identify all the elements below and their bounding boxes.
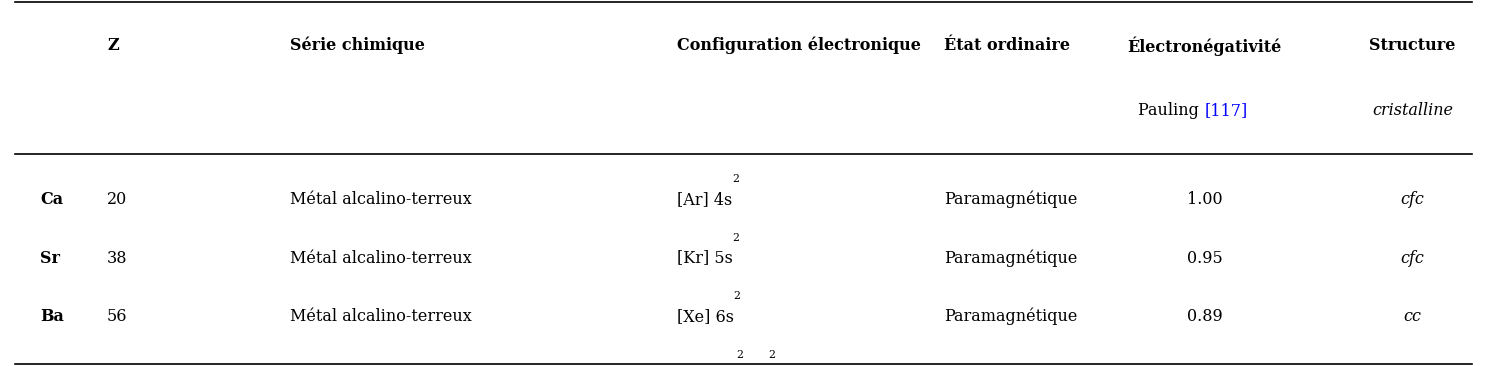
Text: 2: 2 xyxy=(769,350,776,360)
Text: 0.95: 0.95 xyxy=(1187,250,1222,266)
Text: Paramagnétique: Paramagnétique xyxy=(944,191,1078,208)
Text: Structure: Structure xyxy=(1370,37,1456,53)
Text: 2: 2 xyxy=(732,174,739,184)
Text: Métal alcalino-terreux: Métal alcalino-terreux xyxy=(290,191,471,208)
Text: 20: 20 xyxy=(107,191,128,208)
Text: cfc: cfc xyxy=(1401,250,1425,266)
Text: 2: 2 xyxy=(733,233,739,243)
Text: État ordinaire: État ordinaire xyxy=(944,37,1071,53)
Text: 2: 2 xyxy=(732,174,739,184)
Text: Métal alcalino-terreux: Métal alcalino-terreux xyxy=(290,250,471,266)
Text: 0.89: 0.89 xyxy=(1187,308,1222,325)
Text: Configuration électronique: Configuration électronique xyxy=(677,37,920,54)
Text: Sr: Sr xyxy=(40,250,59,266)
Text: 38: 38 xyxy=(107,250,128,266)
Text: cc: cc xyxy=(1404,308,1422,325)
Text: [117]: [117] xyxy=(1204,102,1248,119)
Text: [Ar] 4s: [Ar] 4s xyxy=(677,191,732,208)
Text: 1.00: 1.00 xyxy=(1187,191,1222,208)
Text: 2: 2 xyxy=(733,291,741,302)
Text: 2: 2 xyxy=(736,350,744,360)
Text: Ca: Ca xyxy=(40,191,64,208)
Text: 2: 2 xyxy=(733,291,741,302)
Text: Z: Z xyxy=(107,37,119,53)
Text: 2: 2 xyxy=(733,233,739,243)
Text: Paramagnétique: Paramagnétique xyxy=(944,308,1078,325)
Text: Paramagnétique: Paramagnétique xyxy=(944,249,1078,267)
Text: Métal alcalino-terreux: Métal alcalino-terreux xyxy=(290,308,471,325)
Text: [Kr] 5s: [Kr] 5s xyxy=(677,250,733,266)
Text: Pauling: Pauling xyxy=(1139,102,1204,119)
Text: 2: 2 xyxy=(769,350,776,360)
Text: 56: 56 xyxy=(107,308,128,325)
Text: Ba: Ba xyxy=(40,308,64,325)
Text: cfc: cfc xyxy=(1401,191,1425,208)
Text: Série chimique: Série chimique xyxy=(290,37,425,54)
Text: Électronégativité: Électronégativité xyxy=(1127,37,1282,56)
Text: [Xe] 6s: [Xe] 6s xyxy=(677,308,733,325)
Text: 2: 2 xyxy=(736,350,744,360)
Text: cristalline: cristalline xyxy=(1373,102,1453,119)
